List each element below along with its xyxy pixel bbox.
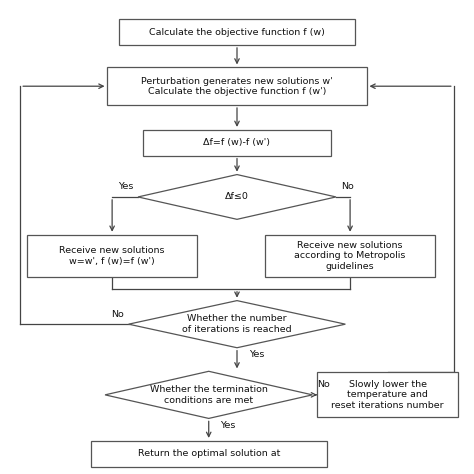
Polygon shape — [128, 301, 346, 348]
Text: Whether the termination
conditions are met: Whether the termination conditions are m… — [150, 385, 268, 405]
Text: Slowly lower the
temperature and
reset iterations number: Slowly lower the temperature and reset i… — [331, 380, 444, 410]
FancyBboxPatch shape — [91, 441, 327, 467]
Text: Δf=f (w)-f (w'): Δf=f (w)-f (w') — [203, 138, 271, 147]
Text: Receive new solutions
according to Metropolis
guidelines: Receive new solutions according to Metro… — [294, 241, 406, 271]
Polygon shape — [138, 174, 336, 219]
Text: Yes: Yes — [249, 350, 264, 359]
Text: Yes: Yes — [220, 421, 236, 430]
FancyBboxPatch shape — [265, 235, 435, 277]
Text: No: No — [111, 310, 124, 319]
Text: No: No — [317, 380, 330, 389]
Text: Yes: Yes — [118, 182, 133, 191]
FancyBboxPatch shape — [108, 67, 366, 105]
Polygon shape — [105, 371, 312, 419]
FancyBboxPatch shape — [317, 373, 458, 417]
Text: Return the optimal solution at: Return the optimal solution at — [137, 449, 280, 458]
Text: Perturbation generates new solutions w'
Calculate the objective function f (w'): Perturbation generates new solutions w' … — [141, 76, 333, 96]
FancyBboxPatch shape — [119, 19, 355, 45]
Text: Δf≤0: Δf≤0 — [225, 192, 249, 201]
Text: No: No — [341, 182, 354, 191]
FancyBboxPatch shape — [143, 130, 331, 156]
Text: Whether the number
of iterations is reached: Whether the number of iterations is reac… — [182, 314, 292, 334]
FancyBboxPatch shape — [27, 235, 197, 277]
Text: Calculate the objective function f (w): Calculate the objective function f (w) — [149, 27, 325, 36]
Text: Receive new solutions
w=w', f (w)=f (w'): Receive new solutions w=w', f (w)=f (w') — [59, 246, 165, 265]
